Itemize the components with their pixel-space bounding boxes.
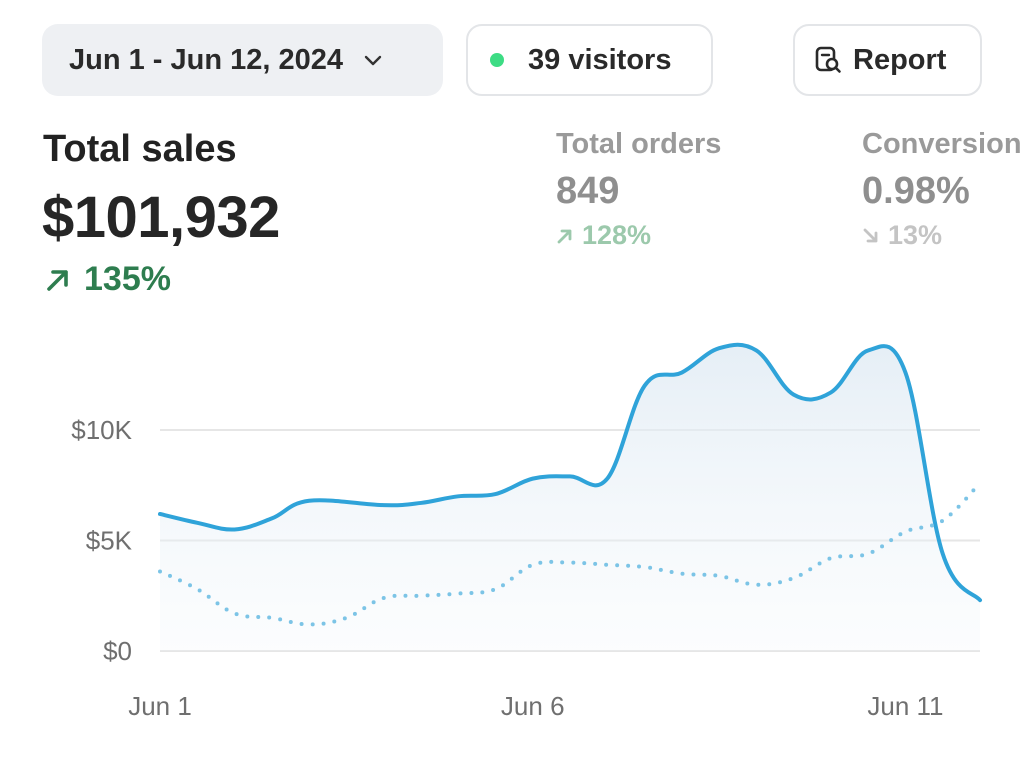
current-period-area — [160, 344, 980, 651]
total-orders-label[interactable]: Total orders — [556, 128, 722, 160]
date-range-selector[interactable]: Jun 1 - Jun 12, 2024 — [42, 24, 443, 96]
y-tick-label: $5K — [86, 526, 133, 556]
conversion-change: 13% — [862, 220, 942, 251]
conversion-label[interactable]: Conversion — [862, 128, 1022, 160]
report-label: Report — [853, 43, 947, 76]
total-sales-label: Total sales — [43, 128, 237, 170]
arrow-up-right-icon — [557, 229, 572, 243]
sales-line-chart[interactable]: $0 $5K $10K Jun 1 Jun 6 Jun 11 — [0, 300, 1024, 758]
visitors-count: 39 visitors — [528, 43, 672, 76]
total-sales-change-value: 135% — [84, 260, 171, 298]
date-range-label: Jun 1 - Jun 12, 2024 — [69, 43, 344, 76]
chevron-down-icon — [364, 55, 382, 66]
live-visitors-button[interactable]: 39 visitors — [466, 24, 713, 96]
x-tick-label: Jun 6 — [501, 691, 565, 721]
total-sales-value: $101,932 — [42, 185, 280, 250]
report-search-icon — [815, 46, 841, 73]
x-tick-label: Jun 1 — [128, 691, 192, 721]
y-tick-label: $10K — [71, 415, 132, 445]
previous-period-line — [158, 481, 982, 627]
conversion-change-value: 13% — [888, 220, 943, 250]
current-period-line — [158, 342, 982, 603]
total-orders-change: 128% — [556, 220, 651, 251]
x-tick-label: Jun 11 — [867, 691, 943, 721]
total-sales-change: 135% — [44, 260, 171, 299]
live-indicator-dot — [490, 53, 504, 67]
total-orders-value: 849 — [556, 170, 620, 212]
arrow-up-right-icon — [47, 269, 68, 291]
conversion-value: 0.98% — [862, 170, 970, 212]
report-button[interactable]: Report — [793, 24, 982, 96]
total-orders-change-value: 128% — [582, 220, 652, 250]
y-tick-label: $0 — [103, 636, 132, 666]
arrow-down-right-icon — [863, 228, 878, 242]
